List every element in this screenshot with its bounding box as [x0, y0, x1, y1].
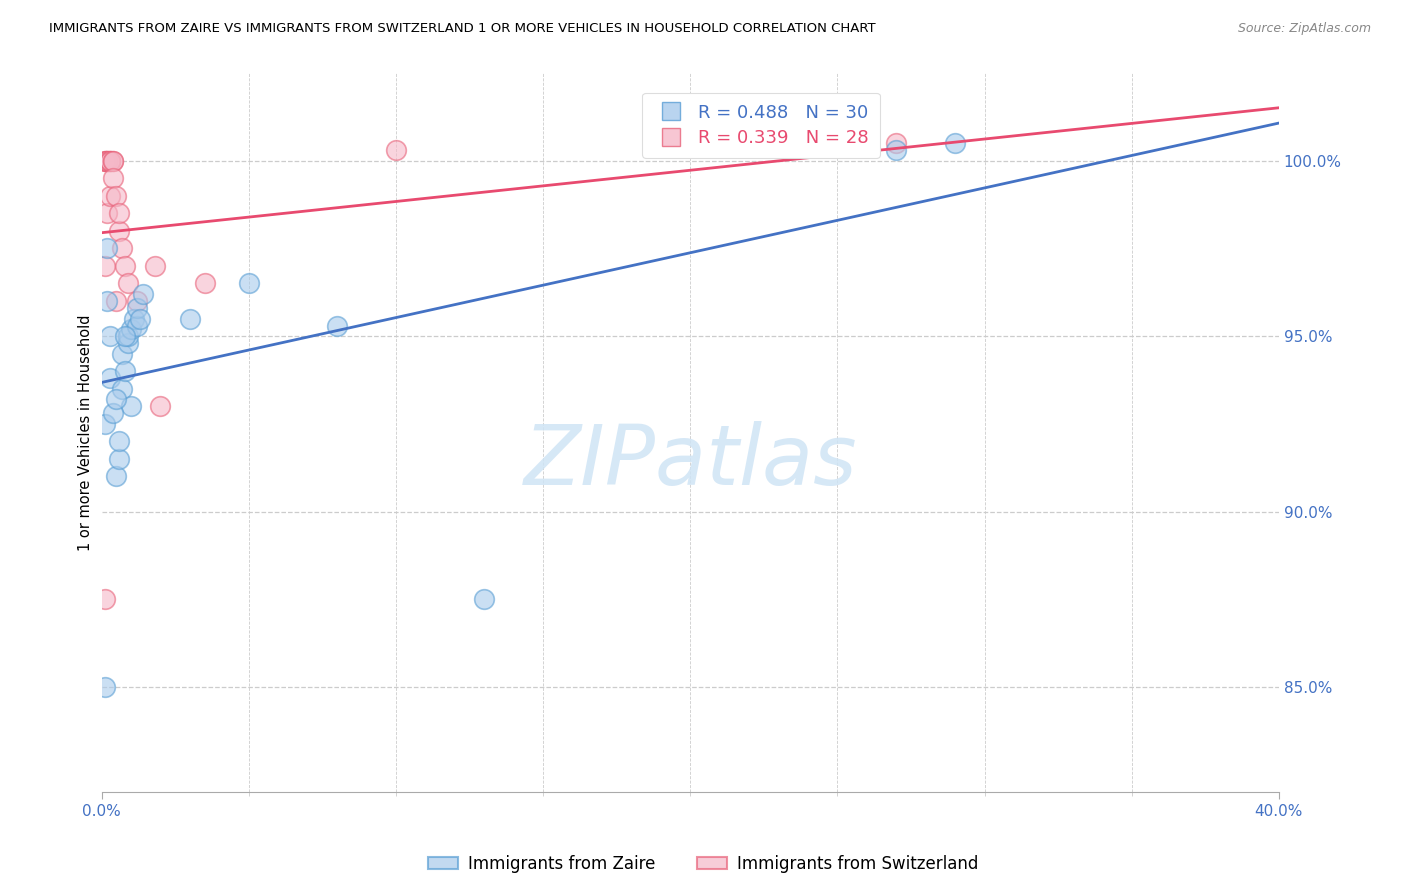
- Point: [105, 188, 128, 202]
- Point: [93, 153, 115, 168]
- Y-axis label: 1 or more Vehicles in Household: 1 or more Vehicles in Household: [79, 314, 93, 551]
- Point: [103, 153, 125, 168]
- Point: [326, 318, 349, 333]
- Point: [96, 293, 118, 308]
- Point: [943, 136, 966, 150]
- Point: [108, 434, 131, 449]
- Point: [100, 329, 122, 343]
- Point: [125, 318, 148, 333]
- Point: [96, 153, 118, 168]
- Point: [122, 311, 145, 326]
- Point: [117, 336, 139, 351]
- Point: [117, 329, 139, 343]
- Point: [93, 153, 115, 168]
- Point: [120, 399, 142, 413]
- Point: [884, 143, 907, 157]
- Point: [472, 592, 495, 607]
- Point: [117, 277, 139, 291]
- Point: [120, 322, 142, 336]
- Point: [238, 277, 260, 291]
- Point: [100, 153, 122, 168]
- Point: [105, 469, 128, 483]
- Point: [179, 311, 201, 326]
- Point: [96, 153, 118, 168]
- Point: [111, 241, 134, 255]
- Point: [93, 592, 115, 607]
- Point: [125, 301, 148, 315]
- Point: [100, 188, 122, 202]
- Point: [132, 287, 155, 301]
- Point: [111, 346, 134, 360]
- Point: [114, 329, 136, 343]
- Point: [96, 153, 118, 168]
- Point: [108, 206, 131, 220]
- Point: [105, 392, 128, 407]
- Text: Source: ZipAtlas.com: Source: ZipAtlas.com: [1237, 22, 1371, 36]
- Point: [96, 241, 118, 255]
- Point: [100, 153, 122, 168]
- Text: IMMIGRANTS FROM ZAIRE VS IMMIGRANTS FROM SWITZERLAND 1 OR MORE VEHICLES IN HOUSE: IMMIGRANTS FROM ZAIRE VS IMMIGRANTS FROM…: [49, 22, 876, 36]
- Point: [108, 224, 131, 238]
- Point: [103, 153, 125, 168]
- Point: [103, 406, 125, 420]
- Point: [128, 311, 150, 326]
- Legend: Immigrants from Zaire, Immigrants from Switzerland: Immigrants from Zaire, Immigrants from S…: [422, 848, 984, 880]
- Point: [114, 364, 136, 378]
- Point: [108, 451, 131, 466]
- Point: [143, 259, 166, 273]
- Point: [125, 293, 148, 308]
- Point: [93, 680, 115, 694]
- Point: [103, 171, 125, 186]
- Point: [114, 259, 136, 273]
- Point: [194, 277, 217, 291]
- Point: [100, 371, 122, 385]
- Point: [111, 382, 134, 396]
- Legend: R = 0.488   N = 30, R = 0.339   N = 28: R = 0.488 N = 30, R = 0.339 N = 28: [643, 93, 880, 158]
- Point: [100, 153, 122, 168]
- Point: [96, 206, 118, 220]
- Point: [93, 417, 115, 431]
- Text: ZIPatlas: ZIPatlas: [523, 421, 858, 502]
- Point: [105, 293, 128, 308]
- Point: [385, 143, 408, 157]
- Point: [93, 259, 115, 273]
- Point: [149, 399, 172, 413]
- Point: [884, 136, 907, 150]
